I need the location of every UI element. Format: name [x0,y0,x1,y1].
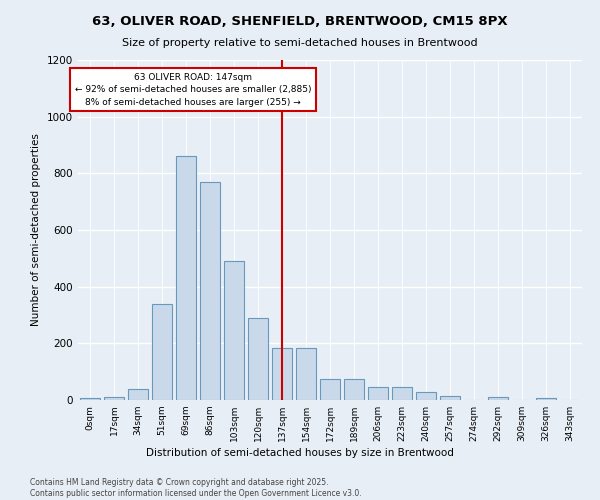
Text: 63, OLIVER ROAD, SHENFIELD, BRENTWOOD, CM15 8PX: 63, OLIVER ROAD, SHENFIELD, BRENTWOOD, C… [92,15,508,28]
Bar [320,379,340,400]
Bar [392,387,412,400]
Text: Size of property relative to semi-detached houses in Brentwood: Size of property relative to semi-detach… [122,38,478,48]
Y-axis label: Number of semi-detached properties: Number of semi-detached properties [31,134,41,326]
Bar [440,396,460,400]
Bar [368,387,388,400]
Bar [152,304,172,400]
Bar [296,348,316,400]
Bar [128,389,148,400]
Bar [488,397,508,400]
Bar [344,379,364,400]
Text: Distribution of semi-detached houses by size in Brentwood: Distribution of semi-detached houses by … [146,448,454,458]
Bar [176,156,196,400]
Bar [416,392,436,400]
Bar [224,261,244,400]
Bar [248,318,268,400]
Text: 63 OLIVER ROAD: 147sqm
← 92% of semi-detached houses are smaller (2,885)
8% of s: 63 OLIVER ROAD: 147sqm ← 92% of semi-det… [75,72,311,106]
Bar [200,182,220,400]
Bar [536,398,556,400]
Bar [104,397,124,400]
Bar [80,398,100,400]
Text: Contains HM Land Registry data © Crown copyright and database right 2025.
Contai: Contains HM Land Registry data © Crown c… [30,478,362,498]
Bar [272,348,292,400]
